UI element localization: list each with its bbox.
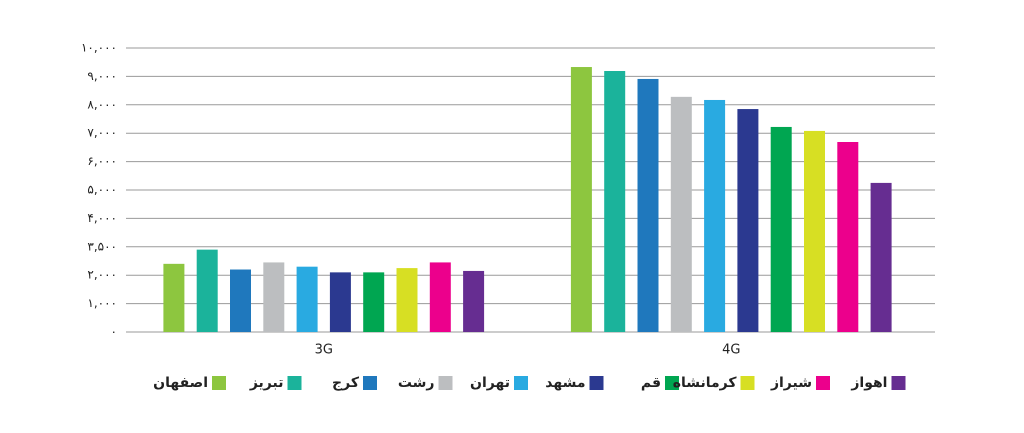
bar (230, 269, 251, 332)
y-tick-label: ۳,۵۰۰ (87, 239, 117, 253)
legend-swatch (438, 376, 453, 390)
bar (604, 71, 626, 332)
y-tick-label: ۱,۰۰۰ (87, 296, 117, 310)
legend-swatch (363, 376, 377, 390)
bar (296, 266, 318, 332)
x-tick-label: 3G (315, 343, 333, 358)
bar (770, 126, 792, 333)
bar (363, 272, 385, 332)
y-tick-label: ۲,۰۰۰ (87, 268, 117, 282)
legend-label: رشت (398, 375, 435, 391)
bar (196, 249, 218, 332)
legend-label: تهران (470, 375, 510, 391)
legend-label: اهواز (850, 375, 887, 391)
bar (429, 262, 451, 332)
legend-swatch (740, 376, 755, 390)
legend-label: کرمانشاه (673, 375, 738, 391)
bar (329, 272, 351, 332)
legend-swatch (212, 376, 226, 390)
bar (737, 109, 759, 332)
bar (670, 96, 692, 333)
legend-label: تبریز (249, 375, 284, 391)
y-tick-label: ۰ (111, 325, 117, 339)
y-tick-label: ۱۰,۰۰۰ (81, 41, 117, 55)
bar (837, 142, 859, 332)
bar (570, 67, 592, 332)
legend-label: شیراز (770, 375, 812, 391)
y-tick-label: ۴,۰۰۰ (87, 211, 117, 225)
bar (396, 268, 418, 332)
bar (163, 263, 185, 332)
y-tick-label: ۵,۰۰۰ (87, 183, 117, 197)
legend-label: کرج (332, 375, 360, 391)
y-tick-label: ۸,۰۰۰ (87, 97, 117, 111)
bar (704, 99, 726, 332)
bar (637, 78, 659, 333)
legend-label: مشهد (545, 375, 585, 391)
legend-label: اصفهان (153, 375, 208, 391)
bar (463, 270, 485, 332)
x-tick-label: 4G (722, 343, 740, 358)
legend-swatch (891, 376, 906, 390)
legend-swatch (816, 376, 830, 390)
legend-swatch (514, 376, 528, 390)
legend-swatch (665, 376, 679, 390)
bar (263, 262, 285, 332)
legend-swatch (287, 376, 302, 390)
legend-label: قم (641, 375, 661, 391)
bar (804, 130, 825, 332)
bar (870, 182, 892, 332)
y-tick-label: ۹,۰۰۰ (87, 69, 117, 83)
legend-swatch (589, 376, 604, 390)
y-tick-label: ۶,۰۰۰ (87, 154, 117, 168)
y-tick-label: ۷,۰۰۰ (87, 126, 117, 140)
